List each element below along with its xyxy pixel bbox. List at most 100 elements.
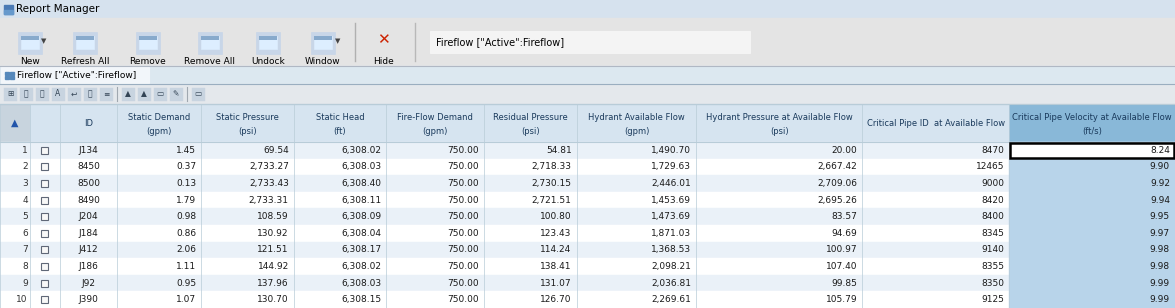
Text: 750.00: 750.00 (448, 196, 479, 205)
Bar (139, 36, 157, 49)
Bar (118, 241, 201, 258)
Bar (0, 241, 29, 258)
Bar (387, 142, 484, 159)
Bar (387, 291, 484, 308)
Bar (484, 192, 577, 209)
Bar (170, 88, 183, 101)
Text: 1.11: 1.11 (176, 262, 196, 271)
Bar (60, 159, 118, 175)
Text: 108.59: 108.59 (257, 212, 289, 221)
Bar (201, 104, 294, 142)
Bar (387, 209, 484, 225)
Text: 138.41: 138.41 (540, 262, 571, 271)
Bar (0, 159, 29, 175)
Text: Hydrant Pressure at Available Flow: Hydrant Pressure at Available Flow (706, 113, 853, 122)
Text: (psi): (psi) (239, 127, 257, 136)
Bar (36, 88, 49, 101)
Text: Static Pressure: Static Pressure (216, 113, 278, 122)
Bar (29, 104, 60, 142)
Text: 9.90: 9.90 (1150, 162, 1170, 171)
Text: 750.00: 750.00 (448, 295, 479, 304)
Bar (0, 18, 1175, 66)
Bar (484, 275, 577, 291)
Bar (118, 159, 201, 175)
Bar (484, 258, 577, 275)
Bar (862, 142, 1009, 159)
Bar (0, 175, 29, 192)
Bar (484, 159, 577, 175)
Text: ▲: ▲ (125, 90, 130, 99)
Text: 2,695.26: 2,695.26 (818, 196, 858, 205)
Bar (577, 159, 697, 175)
Text: 7: 7 (22, 245, 28, 254)
Text: J134: J134 (79, 146, 99, 155)
Bar (1, 67, 149, 83)
Bar (60, 241, 118, 258)
Text: ✕: ✕ (377, 33, 389, 47)
Text: 750.00: 750.00 (448, 245, 479, 254)
Bar (29, 258, 60, 275)
Bar (137, 88, 152, 101)
Bar (76, 36, 94, 40)
Bar (0, 209, 29, 225)
Bar (29, 225, 60, 241)
Text: 9.97: 9.97 (1150, 229, 1170, 238)
Text: ▼: ▼ (41, 38, 47, 44)
Text: 1.07: 1.07 (176, 295, 196, 304)
Bar (387, 159, 484, 175)
Bar (60, 192, 118, 209)
Bar (577, 291, 697, 308)
Text: Report Manager: Report Manager (16, 4, 100, 14)
Bar (862, 258, 1009, 275)
Text: 6,308.03: 6,308.03 (341, 162, 381, 171)
Bar (83, 88, 98, 101)
Bar (577, 258, 697, 275)
Text: 2: 2 (22, 162, 28, 171)
Bar (387, 104, 484, 142)
Bar (136, 32, 160, 54)
Bar (68, 88, 81, 101)
Text: 8450: 8450 (76, 162, 100, 171)
Bar (76, 36, 94, 49)
Bar (0, 275, 29, 291)
Bar (294, 104, 387, 142)
Text: Static Demand: Static Demand (128, 113, 190, 122)
Text: 6: 6 (22, 229, 28, 238)
Bar (1009, 159, 1175, 175)
Bar (139, 36, 157, 40)
Text: J412: J412 (79, 245, 99, 254)
Text: J184: J184 (79, 229, 99, 238)
Text: 2,098.21: 2,098.21 (651, 262, 691, 271)
Bar (201, 291, 294, 308)
Bar (29, 275, 60, 291)
Text: 🖫: 🖫 (40, 90, 45, 99)
Text: 9000: 9000 (981, 179, 1005, 188)
Text: ▲: ▲ (12, 118, 19, 128)
Bar (41, 147, 48, 154)
Text: 2,667.42: 2,667.42 (818, 162, 858, 171)
Bar (862, 209, 1009, 225)
Text: 121.51: 121.51 (257, 245, 289, 254)
Text: 20.00: 20.00 (832, 146, 858, 155)
Text: 126.70: 126.70 (540, 295, 571, 304)
Bar (201, 175, 294, 192)
Bar (0, 84, 1175, 104)
Text: 9.99: 9.99 (1150, 295, 1170, 304)
Text: 8420: 8420 (981, 196, 1005, 205)
Text: 8500: 8500 (76, 179, 100, 188)
Bar (1009, 258, 1175, 275)
Text: 2,733.27: 2,733.27 (249, 162, 289, 171)
Bar (118, 104, 201, 142)
Bar (201, 192, 294, 209)
Text: Critical Pipe Velocity at Available Flow: Critical Pipe Velocity at Available Flow (1012, 113, 1171, 122)
Bar (192, 88, 204, 101)
Bar (577, 241, 697, 258)
Text: 2,709.06: 2,709.06 (817, 179, 858, 188)
Text: Fireflow ["Active":Fireflow]: Fireflow ["Active":Fireflow] (436, 37, 564, 47)
Bar (118, 175, 201, 192)
Bar (387, 241, 484, 258)
Text: 6,308.15: 6,308.15 (341, 295, 381, 304)
Bar (201, 225, 294, 241)
Text: 750.00: 750.00 (448, 146, 479, 155)
Bar (201, 209, 294, 225)
